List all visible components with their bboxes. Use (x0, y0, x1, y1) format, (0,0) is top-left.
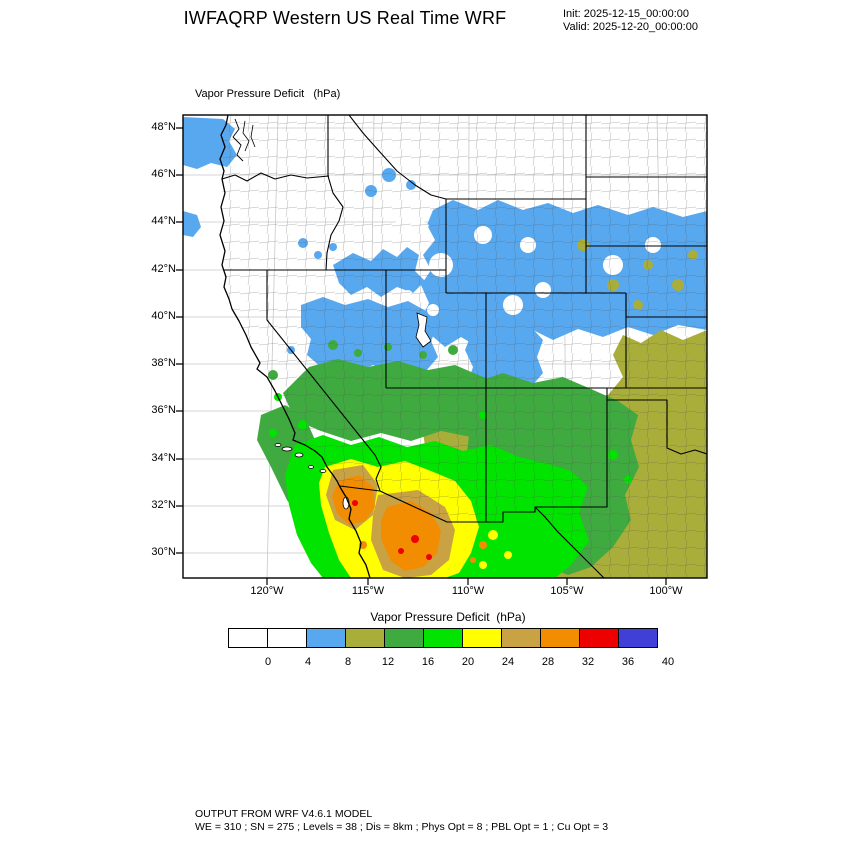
lat-tick-label: 40°N (151, 309, 176, 322)
valid-timestamp: Valid: 2025-12-20_00:00:00 (563, 21, 698, 33)
colorbar-cell (501, 628, 541, 648)
colorbar-tick-label: 0 (264, 656, 272, 668)
field-label: Vapor Pressure Deficit (hPa) (195, 88, 341, 100)
colorbar-cell (306, 628, 346, 648)
wrf-map (176, 114, 708, 585)
colorbar-tick-label: 12 (381, 656, 395, 668)
colorbar-tick-label: 28 (541, 656, 555, 668)
colorbar-tick-label: 36 (621, 656, 635, 668)
init-timestamp: Init: 2025-12-15_00:00:00 (563, 8, 689, 20)
colorbar-cell (228, 628, 268, 648)
colorbar-tick-label: 32 (581, 656, 595, 668)
lat-tick-label: 46°N (151, 168, 176, 181)
colorbar-cell (384, 628, 424, 648)
colorbar-cell (579, 628, 619, 648)
colorbar-tick-label: 16 (421, 656, 435, 668)
channel-islands (274, 443, 327, 473)
colorbar-tick-label: 8 (344, 656, 352, 668)
lat-tick-label: 30°N (151, 545, 176, 558)
colorbar-cell (423, 628, 463, 648)
coastline (219, 115, 371, 578)
lat-tick-label: 48°N (151, 121, 176, 133)
lat-tick-label: 42°N (151, 262, 176, 275)
colorbar-cell (267, 628, 307, 648)
lat-tick-label: 44°N (151, 215, 176, 228)
colorbar-title: Vapor Pressure Deficit (hPa) (370, 610, 526, 624)
colorbar-tick-label: 40 (661, 656, 675, 668)
footer-config-line: WE = 310 ; SN = 275 ; Levels = 38 ; Dis … (195, 821, 609, 833)
colorbar-cell (618, 628, 658, 648)
lon-tick-label: 105°W (550, 585, 584, 597)
lat-tick-label: 36°N (151, 404, 176, 417)
lon-tick-label: 115°W (351, 585, 385, 597)
state-borders (221, 115, 707, 578)
lat-tick-label: 34°N (151, 451, 176, 464)
axis-ticks (176, 127, 667, 585)
lon-tick-label: 120°W (250, 585, 284, 597)
lat-tick-label: 38°N (151, 357, 176, 370)
map-frame (182, 114, 708, 579)
lon-tick-label: 100°W (649, 585, 683, 597)
colorbar-tick-label: 24 (501, 656, 515, 668)
colorbar-cell (462, 628, 502, 648)
colorbar-tick-label: 4 (304, 656, 312, 668)
page-title: IWFAQRP Western US Real Time WRF (183, 8, 507, 28)
colorbar-cell (540, 628, 580, 648)
footer-model-line: OUTPUT FROM WRF V4.6.1 MODEL (195, 808, 373, 820)
lon-tick-label: 110°W (451, 585, 485, 597)
lat-tick-label: 32°N (151, 498, 176, 511)
colorbar (228, 628, 658, 648)
colorbar-tick-label: 20 (461, 656, 475, 668)
colorbar-cell (345, 628, 385, 648)
